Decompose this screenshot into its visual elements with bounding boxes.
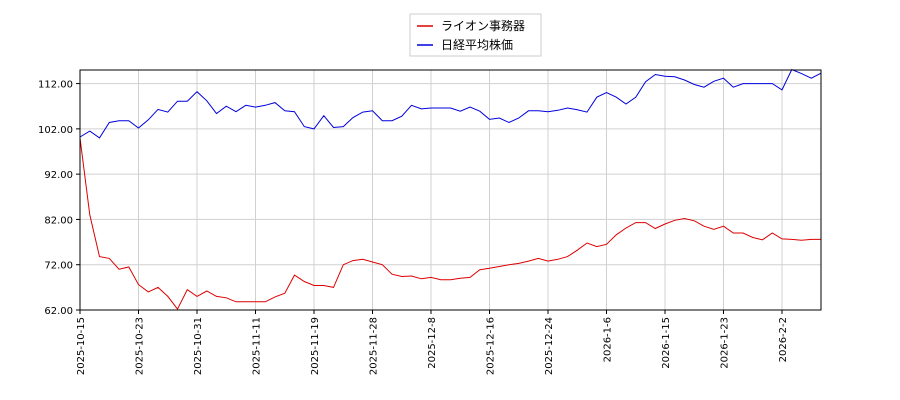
grid-lines <box>79 70 821 311</box>
x-tick-label: 2025-10-31 <box>193 317 204 375</box>
legend-label-nikkei: 日経平均株価 <box>441 37 513 52</box>
x-tick-label: 2025-11-28 <box>369 317 380 375</box>
x-tick-label: 2025-11-19 <box>310 317 321 375</box>
x-tick-label: 2025-11-11 <box>252 317 263 375</box>
y-tick-label: 82.00 <box>44 215 73 226</box>
legend-label-lion: ライオン事務器 <box>441 19 525 33</box>
y-tick-label: 72.00 <box>44 261 73 272</box>
y-tick-label: 102.00 <box>38 125 73 136</box>
legend-box <box>409 13 542 57</box>
y-tick-label: 92.00 <box>44 170 73 181</box>
y-tick-label: 62.00 <box>44 306 73 317</box>
x-tick-label: 2025-10-15 <box>76 317 87 375</box>
y-tick-label: 112.00 <box>38 80 73 91</box>
x-tick-label: 2025-12-24 <box>544 317 555 375</box>
x-tick-label: 2026-1-23 <box>720 317 731 369</box>
x-tick-label: 2026-2-2 <box>778 317 789 362</box>
series-line-nikkei <box>79 68 822 139</box>
x-axis: 2025-10-15 2025-10-23 2025-10-31 2025-11-11… <box>76 310 789 375</box>
x-tick-label: 2025-10-23 <box>135 317 146 375</box>
y-axis: 62.00 72.00 82.00 92.00 102.00 112.00 <box>38 80 80 317</box>
x-tick-label: 2025-12-8 <box>427 317 438 369</box>
x-tick-label: 2026-1-15 <box>661 317 672 369</box>
x-tick-label: 2025-12-16 <box>486 317 497 375</box>
series-lines <box>79 68 822 311</box>
series-line-lion <box>79 137 821 311</box>
plot-area-frame <box>79 69 822 311</box>
x-tick-label: 2026-1-6 <box>603 317 614 362</box>
legend: ライオン事務器 日経平均株価 <box>409 13 542 57</box>
